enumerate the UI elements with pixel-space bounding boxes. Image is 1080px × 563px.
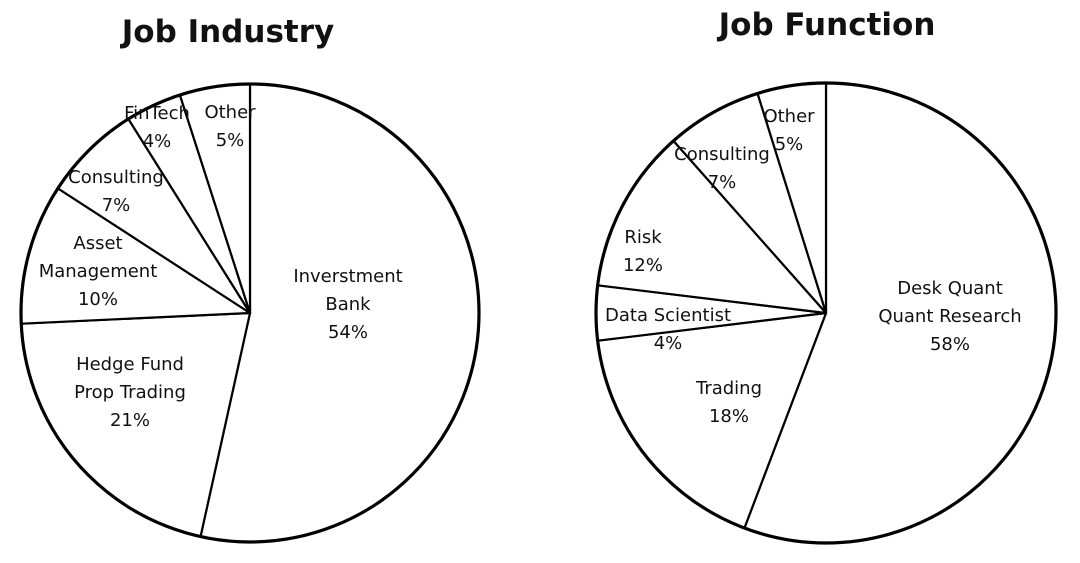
- slice-value-label: 54%: [328, 322, 368, 343]
- slice-label-asset-management: Asset Management 10%: [39, 233, 158, 310]
- slice-label-consulting: Consulting 7%: [68, 167, 164, 216]
- slice-label-line: Hedge Fund: [76, 354, 184, 375]
- job-function-title: Job Function: [717, 7, 936, 43]
- pie-outline: [19, 82, 481, 544]
- job-industry-pie-chart: Job Industry Inverstment Bank 54% Hedge Fun…: [19, 14, 481, 544]
- slice-label-line: Trading: [695, 378, 762, 399]
- slice-label-data-scientist: Data Scientist 4%: [605, 305, 731, 354]
- job-industry-slices: [19, 82, 481, 544]
- slice-label-line: Risk: [624, 227, 662, 248]
- slice-value-label: 4%: [143, 131, 172, 152]
- slice-label-consulting: Consulting 7%: [674, 144, 770, 193]
- slice-label-line: Desk Quant: [897, 278, 1003, 299]
- job-function-slices: [594, 81, 1058, 545]
- slice-label-risk: Risk 12%: [623, 227, 663, 276]
- slice-label-line: Prop Trading: [74, 382, 186, 403]
- job-function-labels: Desk Quant Quant Research 58% Trading 18% Dat…: [605, 106, 1022, 427]
- slice-label-hedge-fund-prop-trading: Hedge Fund Prop Trading 21%: [74, 354, 186, 431]
- slice-label-line: Consulting: [68, 167, 164, 188]
- slice-value-label: 12%: [623, 255, 663, 276]
- slice-value-label: 7%: [102, 195, 131, 216]
- slice-value-label: 10%: [78, 289, 118, 310]
- slice-label-line: Management: [39, 261, 158, 282]
- slice-value-label: 21%: [110, 410, 150, 431]
- slice-value-label: 58%: [930, 334, 970, 355]
- job-function-pie-chart: Job Function Desk Quant Quant Research 58%…: [594, 7, 1058, 545]
- slice-value-label: 4%: [654, 333, 683, 354]
- slice-label-line: Other: [763, 106, 815, 127]
- pie-outline: [594, 81, 1058, 545]
- slice-value-label: 18%: [709, 406, 749, 427]
- slice-value-label: 5%: [775, 134, 804, 155]
- job-industry-title: Job Industry: [120, 14, 334, 50]
- slice-label-trading: Trading 18%: [695, 378, 762, 427]
- slice-label-line: Bank: [325, 294, 371, 315]
- slice-label-line: Quant Research: [878, 306, 1021, 327]
- slice-label-other: Other 5%: [763, 106, 815, 155]
- job-industry-labels: Inverstment Bank 54% Hedge Fund Prop Trading…: [39, 102, 403, 431]
- slice-label-fintech: FinTech 4%: [124, 103, 190, 152]
- slice-value-label: 7%: [708, 172, 737, 193]
- slice-label-line: Data Scientist: [605, 305, 731, 326]
- slice-label-line: FinTech: [124, 103, 190, 124]
- slice-label-inverstment-bank: Inverstment Bank 54%: [293, 266, 402, 343]
- slice-label-other: Other 5%: [204, 102, 256, 151]
- slice-label-desk-quant-quant-research: Desk Quant Quant Research 58%: [878, 278, 1021, 355]
- slice-label-line: Asset: [73, 233, 122, 254]
- slice-label-line: Other: [204, 102, 256, 123]
- slice-label-line: Inverstment: [293, 266, 402, 287]
- slice-value-label: 5%: [216, 130, 245, 151]
- slice-label-line: Consulting: [674, 144, 770, 165]
